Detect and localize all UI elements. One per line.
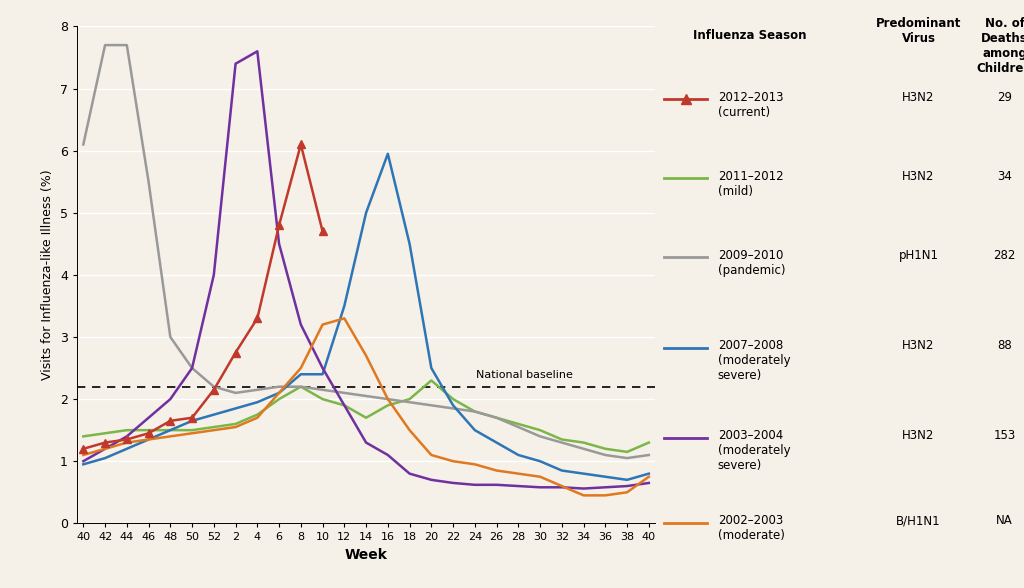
Y-axis label: Visits for Influenza-like Illness (%): Visits for Influenza-like Illness (%) [41,169,54,380]
Text: Predominant
Virus: Predominant Virus [876,18,962,45]
Text: 29: 29 [997,91,1012,104]
Text: 34: 34 [997,170,1012,183]
Text: H3N2: H3N2 [902,429,935,443]
Text: 2012–2013
(current): 2012–2013 (current) [718,91,783,119]
Text: National baseline: National baseline [476,370,572,380]
Text: pH1N1: pH1N1 [898,249,939,262]
Text: H3N2: H3N2 [902,170,935,183]
X-axis label: Week: Week [345,548,387,562]
Text: NA: NA [996,514,1013,527]
Text: B/H1N1: B/H1N1 [896,514,941,527]
Text: 153: 153 [993,429,1016,443]
Text: 2002–2003
(moderate): 2002–2003 (moderate) [718,514,784,542]
Text: 88: 88 [997,339,1012,352]
Text: No. of
Deaths
among
Children: No. of Deaths among Children [977,18,1024,75]
Text: H3N2: H3N2 [902,91,935,104]
Text: 2007–2008
(moderately
severe): 2007–2008 (moderately severe) [718,339,791,382]
Text: 2009–2010
(pandemic): 2009–2010 (pandemic) [718,249,785,277]
Text: Influenza Season: Influenza Season [693,29,807,42]
Text: 282: 282 [993,249,1016,262]
Text: 2011–2012
(mild): 2011–2012 (mild) [718,170,783,198]
Text: H3N2: H3N2 [902,339,935,352]
Text: 2003–2004
(moderately
severe): 2003–2004 (moderately severe) [718,429,791,473]
